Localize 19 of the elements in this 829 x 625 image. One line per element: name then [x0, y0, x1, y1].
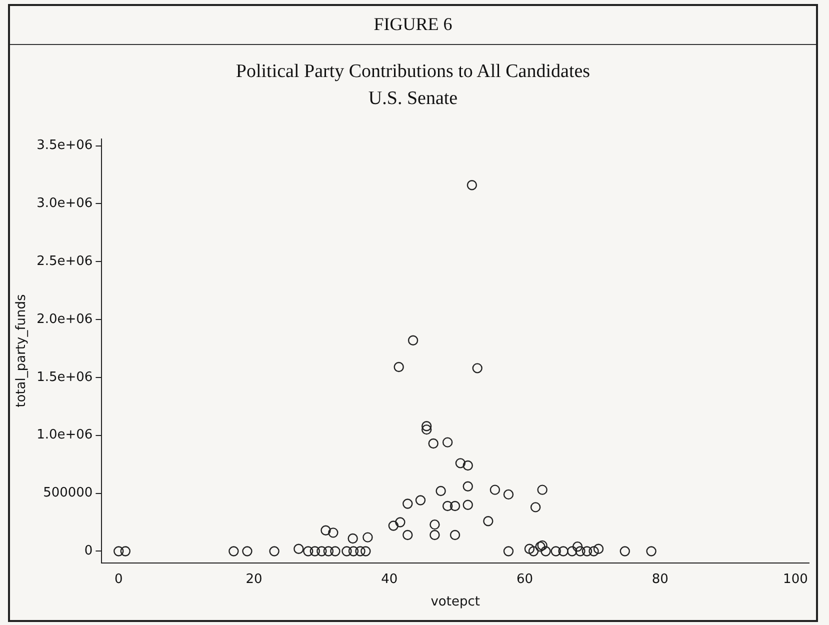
x-tick-label: 40 [381, 572, 398, 587]
y-tick-label: 500000 [43, 486, 93, 501]
x-axis-title: votepct [430, 594, 480, 610]
y-tick-label: 1.0e+06 [36, 428, 93, 443]
y-tick-label: 2.5e+06 [36, 254, 93, 269]
y-tick-label: 1.5e+06 [36, 370, 93, 385]
x-tick-label: 20 [246, 572, 262, 587]
x-tick-label: 0 [114, 572, 123, 587]
chart-title: Political Party Contributions to All Candidates [234, 60, 592, 84]
x-tick-label: 60 [516, 572, 534, 587]
y-tick-label: 2.0e+06 [36, 312, 93, 327]
x-tick-label: 100 [783, 572, 808, 587]
caption: FIGURE 6 [372, 14, 454, 35]
y-tick-label: 3.5e+06 [36, 138, 93, 154]
y-tick-label: 0 [84, 544, 93, 559]
y-tick-label: 3.0e+06 [36, 196, 93, 212]
chart-subtitle: U.S. Senate [367, 87, 459, 111]
y-axis-title: total_party_funds [14, 294, 30, 408]
x-tick-label: 80 [652, 572, 668, 587]
